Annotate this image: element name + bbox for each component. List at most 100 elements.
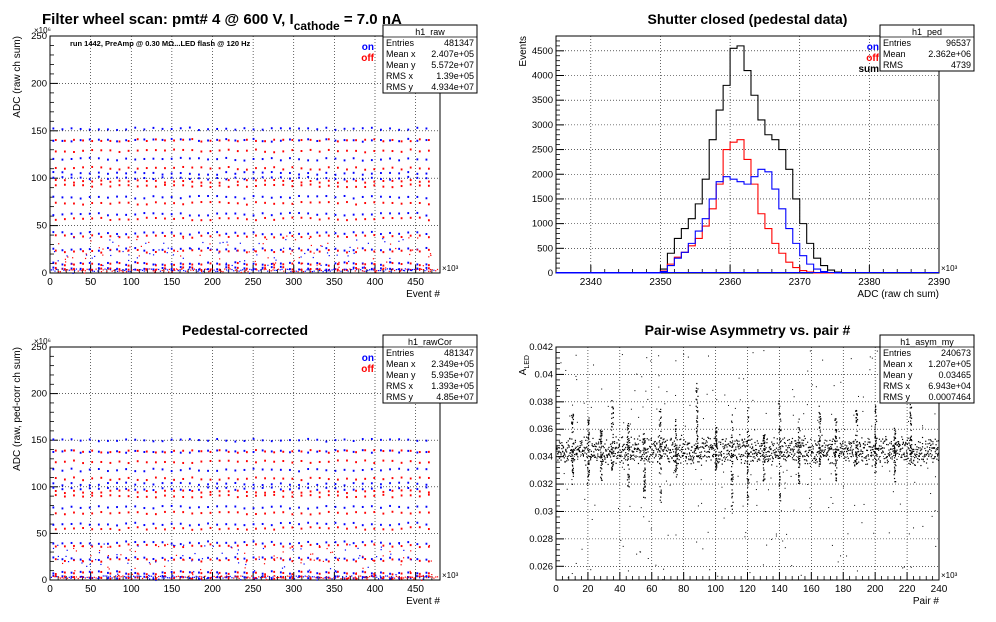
asym-band-point (707, 436, 709, 438)
point-baseline (147, 576, 149, 579)
asym-band-point (776, 442, 778, 444)
point-off (236, 460, 239, 463)
point-baseline (297, 271, 299, 273)
asym-band-point (653, 443, 655, 445)
point-off (127, 268, 130, 271)
asym-band-point (879, 460, 881, 462)
asym-band-point (937, 440, 940, 442)
asym-band-point (688, 458, 690, 460)
point-baseline (134, 576, 137, 578)
point-low (347, 255, 349, 257)
point-on (61, 438, 64, 441)
point-off (355, 511, 357, 514)
asym-band-point (807, 463, 809, 465)
point-on (225, 127, 228, 130)
asym-band-point (916, 446, 918, 448)
asym-band-point (775, 456, 777, 459)
stats-key: Mean x (386, 359, 416, 369)
asym-band-point (937, 459, 940, 461)
asym-band-point (583, 446, 585, 449)
point-baseline (206, 577, 208, 580)
point-on (134, 556, 137, 559)
point-on (279, 139, 282, 142)
point-low (128, 254, 130, 256)
point-on (88, 178, 91, 181)
asym-band-point (640, 450, 642, 452)
point-off (245, 528, 248, 531)
asym-band-point (802, 442, 804, 444)
point-on (107, 214, 109, 217)
stats-key: Mean (883, 49, 906, 59)
point-baseline (402, 577, 405, 579)
asym-band-point (733, 443, 735, 445)
point-baseline (370, 269, 372, 271)
point-on (298, 247, 300, 250)
asym-spike-point (588, 417, 590, 419)
point-on (116, 140, 118, 143)
point-off (173, 577, 175, 580)
point-off (73, 572, 75, 575)
asym-band-point (804, 462, 806, 465)
point-off (409, 201, 412, 204)
asym-band-point (753, 450, 755, 452)
point-on (79, 157, 82, 160)
asym-band-point (772, 450, 774, 452)
point-off (100, 149, 103, 152)
asym-spike-point (644, 458, 646, 460)
asym-band-point (688, 448, 690, 450)
point-low (90, 240, 92, 242)
point-off (100, 139, 103, 142)
asym-band-point (898, 443, 900, 446)
point-low (148, 562, 151, 564)
point-on (152, 195, 155, 198)
point-off (355, 218, 357, 221)
point-off (227, 559, 230, 562)
asym-band-point (917, 447, 920, 449)
asym-band-point (789, 442, 791, 444)
asym-band-point (886, 456, 888, 459)
point-off (218, 181, 221, 184)
asym-spike-point (660, 489, 662, 491)
asym-band-point (710, 444, 712, 446)
asym-band-point (571, 445, 573, 448)
point-baseline (270, 577, 272, 579)
point-off (173, 249, 175, 252)
point-off (173, 139, 175, 142)
asym-band-point (833, 453, 835, 455)
point-on (398, 247, 401, 250)
point-off (400, 140, 403, 143)
point-off (364, 185, 367, 188)
asym-band-point (730, 442, 732, 444)
point-on (343, 540, 346, 543)
point-off (164, 235, 166, 238)
asym-spike-point (675, 424, 677, 426)
point-off (300, 139, 303, 142)
point-on (316, 450, 319, 453)
point-on (161, 574, 164, 577)
point-baseline (322, 577, 324, 579)
point-off (200, 249, 203, 252)
asym-band-point (565, 450, 567, 452)
point-off (318, 250, 321, 253)
point-off (364, 168, 367, 171)
point-on (207, 571, 209, 574)
asym-band-point (882, 442, 885, 444)
point-off (127, 495, 130, 498)
point-off (291, 166, 294, 169)
asym-spike-point (674, 455, 677, 457)
point-on (207, 506, 209, 509)
point-on (61, 507, 64, 510)
point-on (307, 482, 310, 485)
point-off (391, 201, 394, 204)
asym-band-point (887, 453, 889, 455)
point-low (349, 246, 351, 248)
point-off (191, 490, 194, 493)
point-off (218, 250, 221, 253)
asym-spike-point (600, 451, 602, 453)
asym-spike-point (611, 425, 613, 428)
point-on (116, 487, 118, 490)
asym-band-point (574, 439, 577, 441)
point-on (152, 157, 155, 160)
point-baseline (358, 268, 360, 270)
asym-band-point (566, 451, 568, 453)
